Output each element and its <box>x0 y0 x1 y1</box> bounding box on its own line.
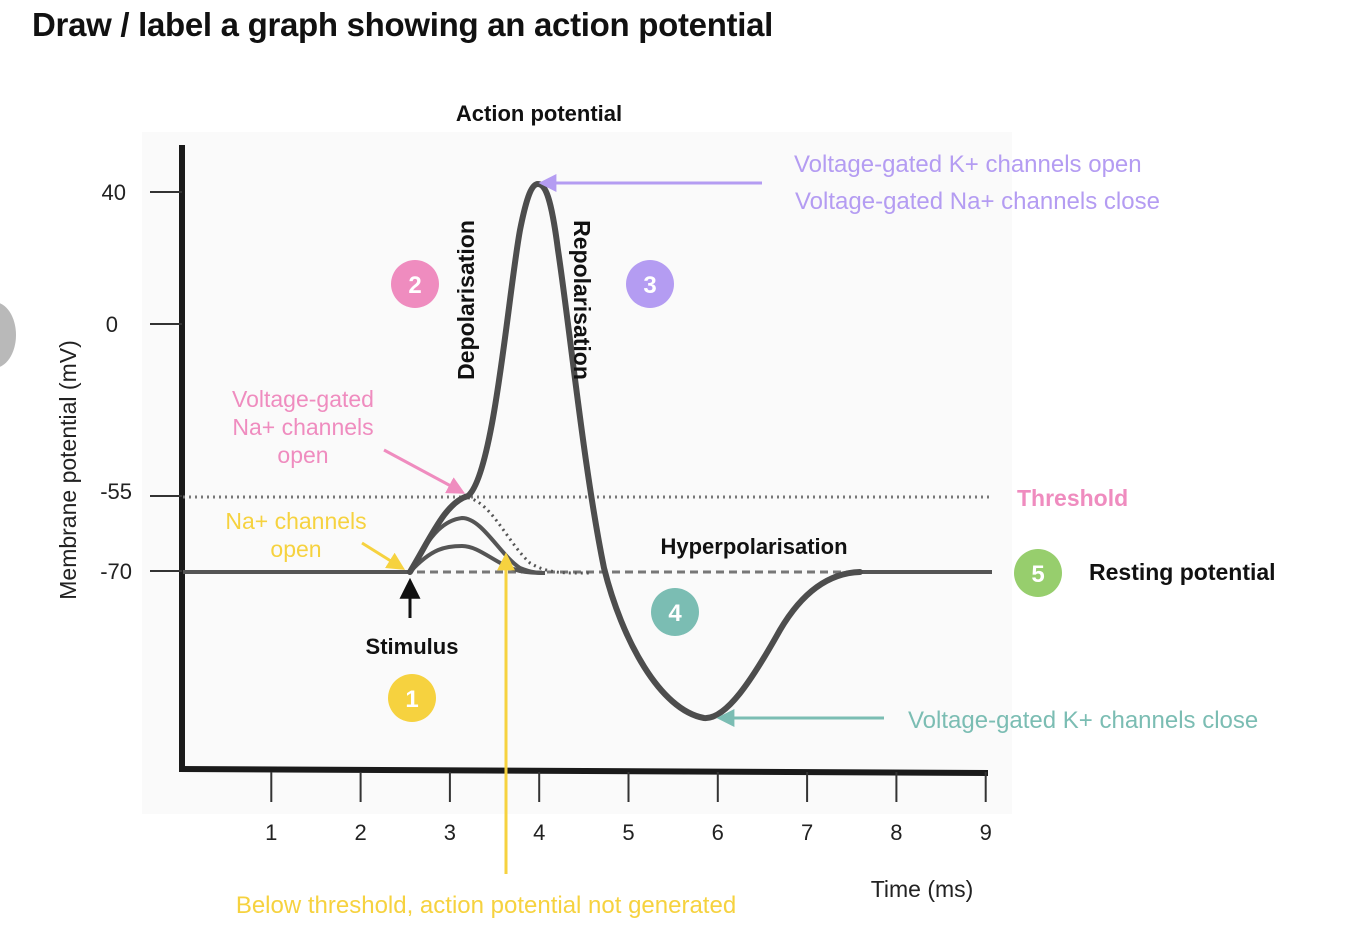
vg-na-open-arrow <box>383 448 466 494</box>
step-badge-4: 4 <box>651 588 699 636</box>
x-ticks: 1 2 3 4 5 6 7 8 9 <box>265 772 992 845</box>
x-tick-label-9: 9 <box>980 820 992 845</box>
step-badge-1-number: 1 <box>405 686 418 713</box>
step-badge-2: 2 <box>391 260 439 308</box>
y-tick-label-minus55: -55 <box>100 479 132 504</box>
x-axis-label: Time (ms) <box>871 876 974 902</box>
x-tick-label-6: 6 <box>712 820 724 845</box>
step-badge-1: 1 <box>388 674 436 722</box>
step-badge-2-number: 2 <box>408 272 421 299</box>
plot-background <box>142 132 1012 814</box>
y-tick-label-0: 0 <box>106 312 118 337</box>
na-open-arrow <box>361 541 406 570</box>
chart-title: Action potential <box>456 101 622 126</box>
x-tick-label-3: 3 <box>444 820 456 845</box>
vg-na-open-line3: open <box>277 442 328 468</box>
step-badge-5-circle <box>1014 549 1062 597</box>
x-tick-label-8: 8 <box>890 820 902 845</box>
step-badge-2-circle <box>391 260 439 308</box>
vg-na-open-line2: Na+ channels <box>232 414 373 440</box>
y-axis-label: Membrane potential (mV) <box>55 340 81 600</box>
stimulus-label: Stimulus <box>366 634 459 659</box>
peak-label-line1: Voltage-gated K+ channels open <box>794 151 1142 178</box>
page-title: Draw / label a graph showing an action p… <box>32 6 774 43</box>
hyperpolarisation-label: Hyperpolarisation <box>660 534 847 559</box>
subthreshold-curve-medium <box>408 515 546 575</box>
y-tick-label-minus70: -70 <box>100 559 132 584</box>
x-axis <box>178 766 989 776</box>
na-open-label-line1: Na+ channels <box>225 508 366 534</box>
depolarisation-label: Depolarisation <box>453 220 479 380</box>
step-badge-3: 3 <box>626 260 674 308</box>
y-tick-label-40: 40 <box>102 180 126 205</box>
step-badge-5: 5 <box>1014 549 1062 597</box>
step-badge-4-number: 4 <box>668 600 682 627</box>
resting-potential-label: Resting potential <box>1089 559 1276 585</box>
k-close-label: Voltage-gated K+ channels close <box>908 707 1258 734</box>
peak-label-line2: Voltage-gated Na+ channels close <box>795 188 1160 215</box>
step-badge-1-circle <box>388 674 436 722</box>
threshold-label: Threshold <box>1017 485 1128 511</box>
x-tick-label-2: 2 <box>354 820 366 845</box>
below-threshold-label: Below threshold, action potential not ge… <box>236 892 736 919</box>
step-badge-3-number: 3 <box>643 272 656 299</box>
x-tick-label-1: 1 <box>265 820 277 845</box>
repolarisation-label: Repolarisation <box>569 220 595 380</box>
action-potential-curve <box>407 180 863 721</box>
step-badge-4-circle <box>651 588 699 636</box>
step-badge-3-circle <box>626 260 674 308</box>
y-ticks: 40 0 -55 -70 <box>100 180 182 584</box>
vg-na-open-line1: Voltage-gated <box>232 386 374 412</box>
step-badge-5-number: 5 <box>1031 561 1044 588</box>
x-tick-label-7: 7 <box>801 820 813 845</box>
edge-circle-decoration <box>0 302 16 368</box>
x-tick-label-5: 5 <box>622 820 634 845</box>
x-tick-label-4: 4 <box>533 820 545 845</box>
na-open-label-line2: open <box>270 536 321 562</box>
